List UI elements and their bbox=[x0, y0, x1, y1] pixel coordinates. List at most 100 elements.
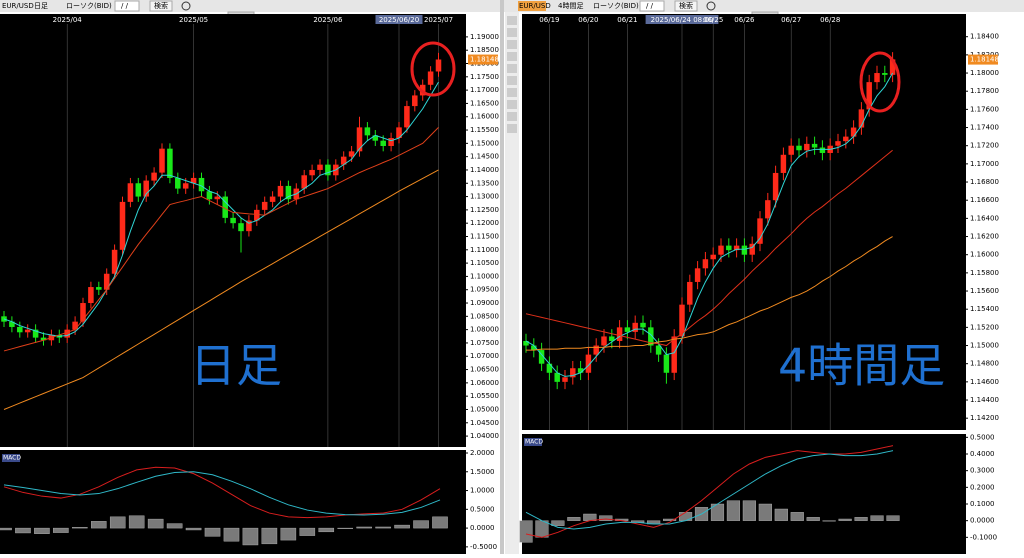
chart-style[interactable]: ローソク(BID) bbox=[593, 2, 639, 10]
moving-average-line bbox=[3, 169, 439, 410]
candle-body bbox=[182, 183, 189, 189]
y-tick-label: 1.08000 bbox=[470, 326, 499, 334]
y-tick-label: 1.11500 bbox=[470, 232, 499, 240]
y-tick-label: 1.11000 bbox=[470, 246, 499, 254]
tool-icon[interactable] bbox=[507, 52, 517, 61]
y-tick-label: 1.16200 bbox=[970, 233, 999, 241]
timeframe[interactable]: 4時間足 bbox=[558, 2, 583, 10]
histogram-bar bbox=[280, 527, 297, 541]
y-tick-label: 1.13000 bbox=[470, 193, 499, 201]
x-tick-label: 06/20 bbox=[578, 16, 598, 24]
y-tick-label: 1.09500 bbox=[470, 286, 499, 294]
histogram-bar bbox=[870, 515, 884, 521]
tool-icon[interactable] bbox=[507, 100, 517, 109]
candle-body bbox=[427, 71, 434, 85]
candle-body bbox=[577, 368, 584, 373]
indicator-label-box bbox=[524, 438, 542, 446]
macd-line bbox=[3, 471, 441, 516]
candle-body bbox=[72, 321, 78, 330]
tool-icon[interactable] bbox=[507, 16, 517, 25]
y-tick-label: 1.15500 bbox=[470, 126, 499, 134]
candle-body bbox=[277, 185, 284, 197]
candle-body bbox=[843, 136, 849, 142]
splitter[interactable] bbox=[500, 0, 504, 554]
candle-body bbox=[151, 172, 157, 181]
histogram-bar bbox=[318, 527, 335, 533]
moving-average-line bbox=[525, 149, 893, 347]
candle-body bbox=[9, 321, 15, 327]
symbol[interactable]: EUR/USD bbox=[2, 2, 34, 10]
y-tick-label: 1.17600 bbox=[970, 105, 999, 113]
tool-icon[interactable] bbox=[507, 124, 517, 133]
x-tick-label: 06/27 bbox=[781, 16, 801, 24]
symbol-box[interactable] bbox=[518, 1, 546, 11]
search-button[interactable] bbox=[149, 0, 173, 12]
candle-body bbox=[435, 59, 442, 72]
chart-style[interactable]: ローソク(BID) bbox=[66, 2, 112, 10]
y-tick-label: 1.16800 bbox=[970, 178, 999, 186]
candle-body bbox=[17, 326, 23, 333]
moving-average-line bbox=[3, 127, 439, 352]
search[interactable]: 検索 bbox=[679, 1, 693, 10]
y-tick-label: 0.0000 bbox=[970, 517, 995, 525]
drawing-tools bbox=[505, 12, 519, 554]
info-icon[interactable] bbox=[181, 1, 191, 11]
candle-body bbox=[412, 95, 418, 107]
tool-icon[interactable] bbox=[507, 76, 517, 85]
candle-body bbox=[119, 201, 126, 250]
candle-body bbox=[858, 109, 865, 128]
histogram-bar bbox=[147, 518, 164, 529]
candle-body bbox=[214, 196, 221, 200]
candle-body bbox=[325, 164, 331, 176]
tool-icon[interactable] bbox=[507, 64, 517, 73]
candle-body bbox=[80, 303, 86, 322]
y-tick-label: 1.16500 bbox=[470, 99, 499, 107]
y-tick-label: 1.16600 bbox=[970, 196, 999, 204]
info-icon[interactable] bbox=[706, 1, 716, 11]
tool-icon[interactable] bbox=[507, 28, 517, 37]
tool-icon[interactable] bbox=[507, 112, 517, 121]
candle-body bbox=[198, 177, 205, 192]
timeframe[interactable]: 日足 bbox=[34, 2, 48, 10]
candle-body bbox=[230, 217, 236, 224]
candle-body bbox=[687, 281, 693, 305]
candle-body bbox=[585, 354, 592, 373]
y-tick-label: 1.13500 bbox=[470, 179, 499, 187]
search-button[interactable] bbox=[674, 0, 698, 12]
candle-body bbox=[301, 175, 307, 189]
tool-icon[interactable] bbox=[507, 40, 517, 49]
y-tick-label: 1.14000 bbox=[470, 166, 499, 174]
candle-body bbox=[340, 156, 347, 165]
date-field[interactable] bbox=[639, 0, 665, 12]
x-tick-label: 2025/05 bbox=[179, 16, 208, 24]
last-price-marker bbox=[968, 54, 998, 65]
date[interactable]: / / bbox=[121, 2, 129, 10]
toolbar-right: EUR/USD 4時間足 ローソク(BID) / / 検索 bbox=[504, 0, 1024, 18]
search[interactable]: 検索 bbox=[154, 1, 168, 10]
price-axis bbox=[966, 14, 1024, 430]
y-tick-label: 1.14400 bbox=[970, 396, 999, 404]
candle-body bbox=[609, 336, 615, 341]
date[interactable]: / / bbox=[646, 2, 654, 10]
date-field[interactable] bbox=[114, 0, 140, 12]
candle-body bbox=[111, 249, 118, 274]
y-tick-label: 1.14500 bbox=[470, 153, 499, 161]
candle-body bbox=[135, 183, 142, 197]
y-tick-label: 1.09000 bbox=[470, 299, 499, 307]
candle-body bbox=[523, 340, 529, 346]
y-tick-label: 0.1000 bbox=[970, 500, 995, 508]
symbol[interactable]: EUR/USD bbox=[519, 2, 551, 10]
y-tick-label: 1.16400 bbox=[970, 214, 999, 222]
y-tick-label: 1.14200 bbox=[970, 414, 999, 422]
tool-icon[interactable] bbox=[507, 88, 517, 97]
y-tick-label: 1.16000 bbox=[970, 251, 999, 259]
y-tick-label: 1.15000 bbox=[970, 342, 999, 350]
y-tick-label: 0.3000 bbox=[970, 467, 995, 475]
candle-body bbox=[765, 200, 771, 219]
y-tick-label: 1.15200 bbox=[970, 323, 999, 331]
y-tick-label: 1.18000 bbox=[970, 69, 999, 77]
y-tick-label: 1.07000 bbox=[470, 352, 499, 360]
y-tick-label: 1.17000 bbox=[970, 160, 999, 168]
histogram-bar bbox=[583, 513, 597, 521]
candle-body bbox=[222, 196, 228, 218]
